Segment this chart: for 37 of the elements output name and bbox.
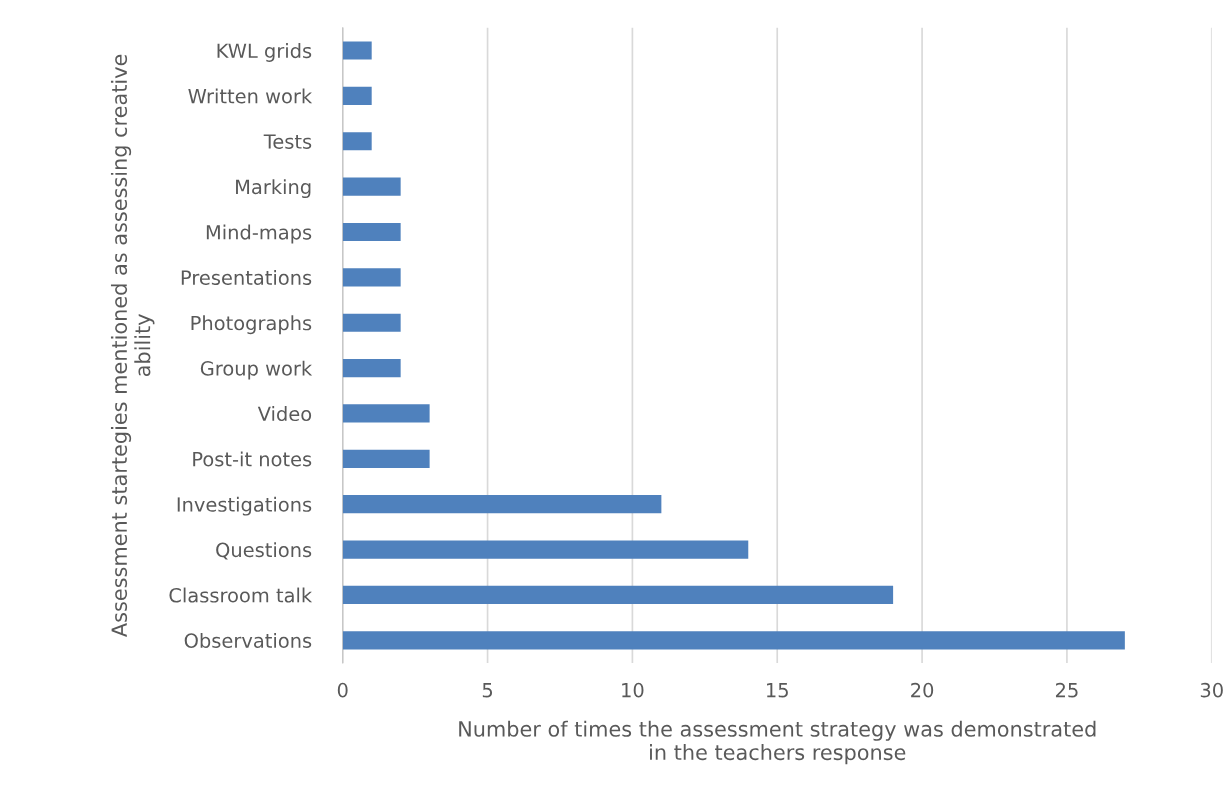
bar	[342, 177, 401, 196]
y-tick-label: Written work	[188, 88, 313, 104]
y-tick-label: Tests	[263, 134, 312, 149]
y-tick-label: Presentations	[181, 269, 312, 285]
bar	[342, 495, 662, 514]
bar	[342, 449, 430, 468]
bar	[342, 268, 401, 287]
bar	[342, 631, 1125, 650]
y-tick-label: Observations	[184, 632, 312, 648]
bar	[342, 41, 372, 60]
bar	[342, 86, 372, 105]
x-tick-label: 15	[767, 683, 788, 698]
y-tick-label: Group work	[200, 360, 313, 380]
y-tick-label: Marking	[236, 179, 311, 199]
bar	[342, 313, 401, 332]
y-axis-title: Assessment startegies mentioned as assessing creative ability	[110, 54, 155, 637]
y-tick-label: Mind-maps	[206, 224, 312, 244]
y-tick-label: Classroom talk	[169, 587, 313, 603]
bar	[342, 132, 372, 151]
y-tick-label: Photographs	[191, 315, 312, 335]
y-tick-label: KWL grids	[217, 43, 312, 62]
y-tick-label: Video	[257, 406, 312, 422]
bar	[342, 222, 401, 242]
y-tick-label: Investigations	[177, 496, 312, 516]
x-tick-label: 10	[622, 682, 644, 698]
bar	[342, 404, 430, 423]
x-tick-label: 0	[337, 682, 348, 698]
x-axis-title: Number of times the assessment strategy was demonstrated in the teachers response	[459, 720, 1096, 765]
y-tick-label: Questions	[216, 542, 312, 560]
y-tick-label: Post-it notes	[193, 451, 312, 467]
x-tick-label: 20	[911, 682, 934, 698]
x-tick-label: 30	[1200, 682, 1223, 698]
x-tick-label: 25	[1055, 682, 1078, 698]
bar	[342, 540, 749, 559]
x-tick-label: 5	[482, 683, 493, 698]
bar	[342, 359, 401, 378]
bar	[342, 585, 894, 605]
